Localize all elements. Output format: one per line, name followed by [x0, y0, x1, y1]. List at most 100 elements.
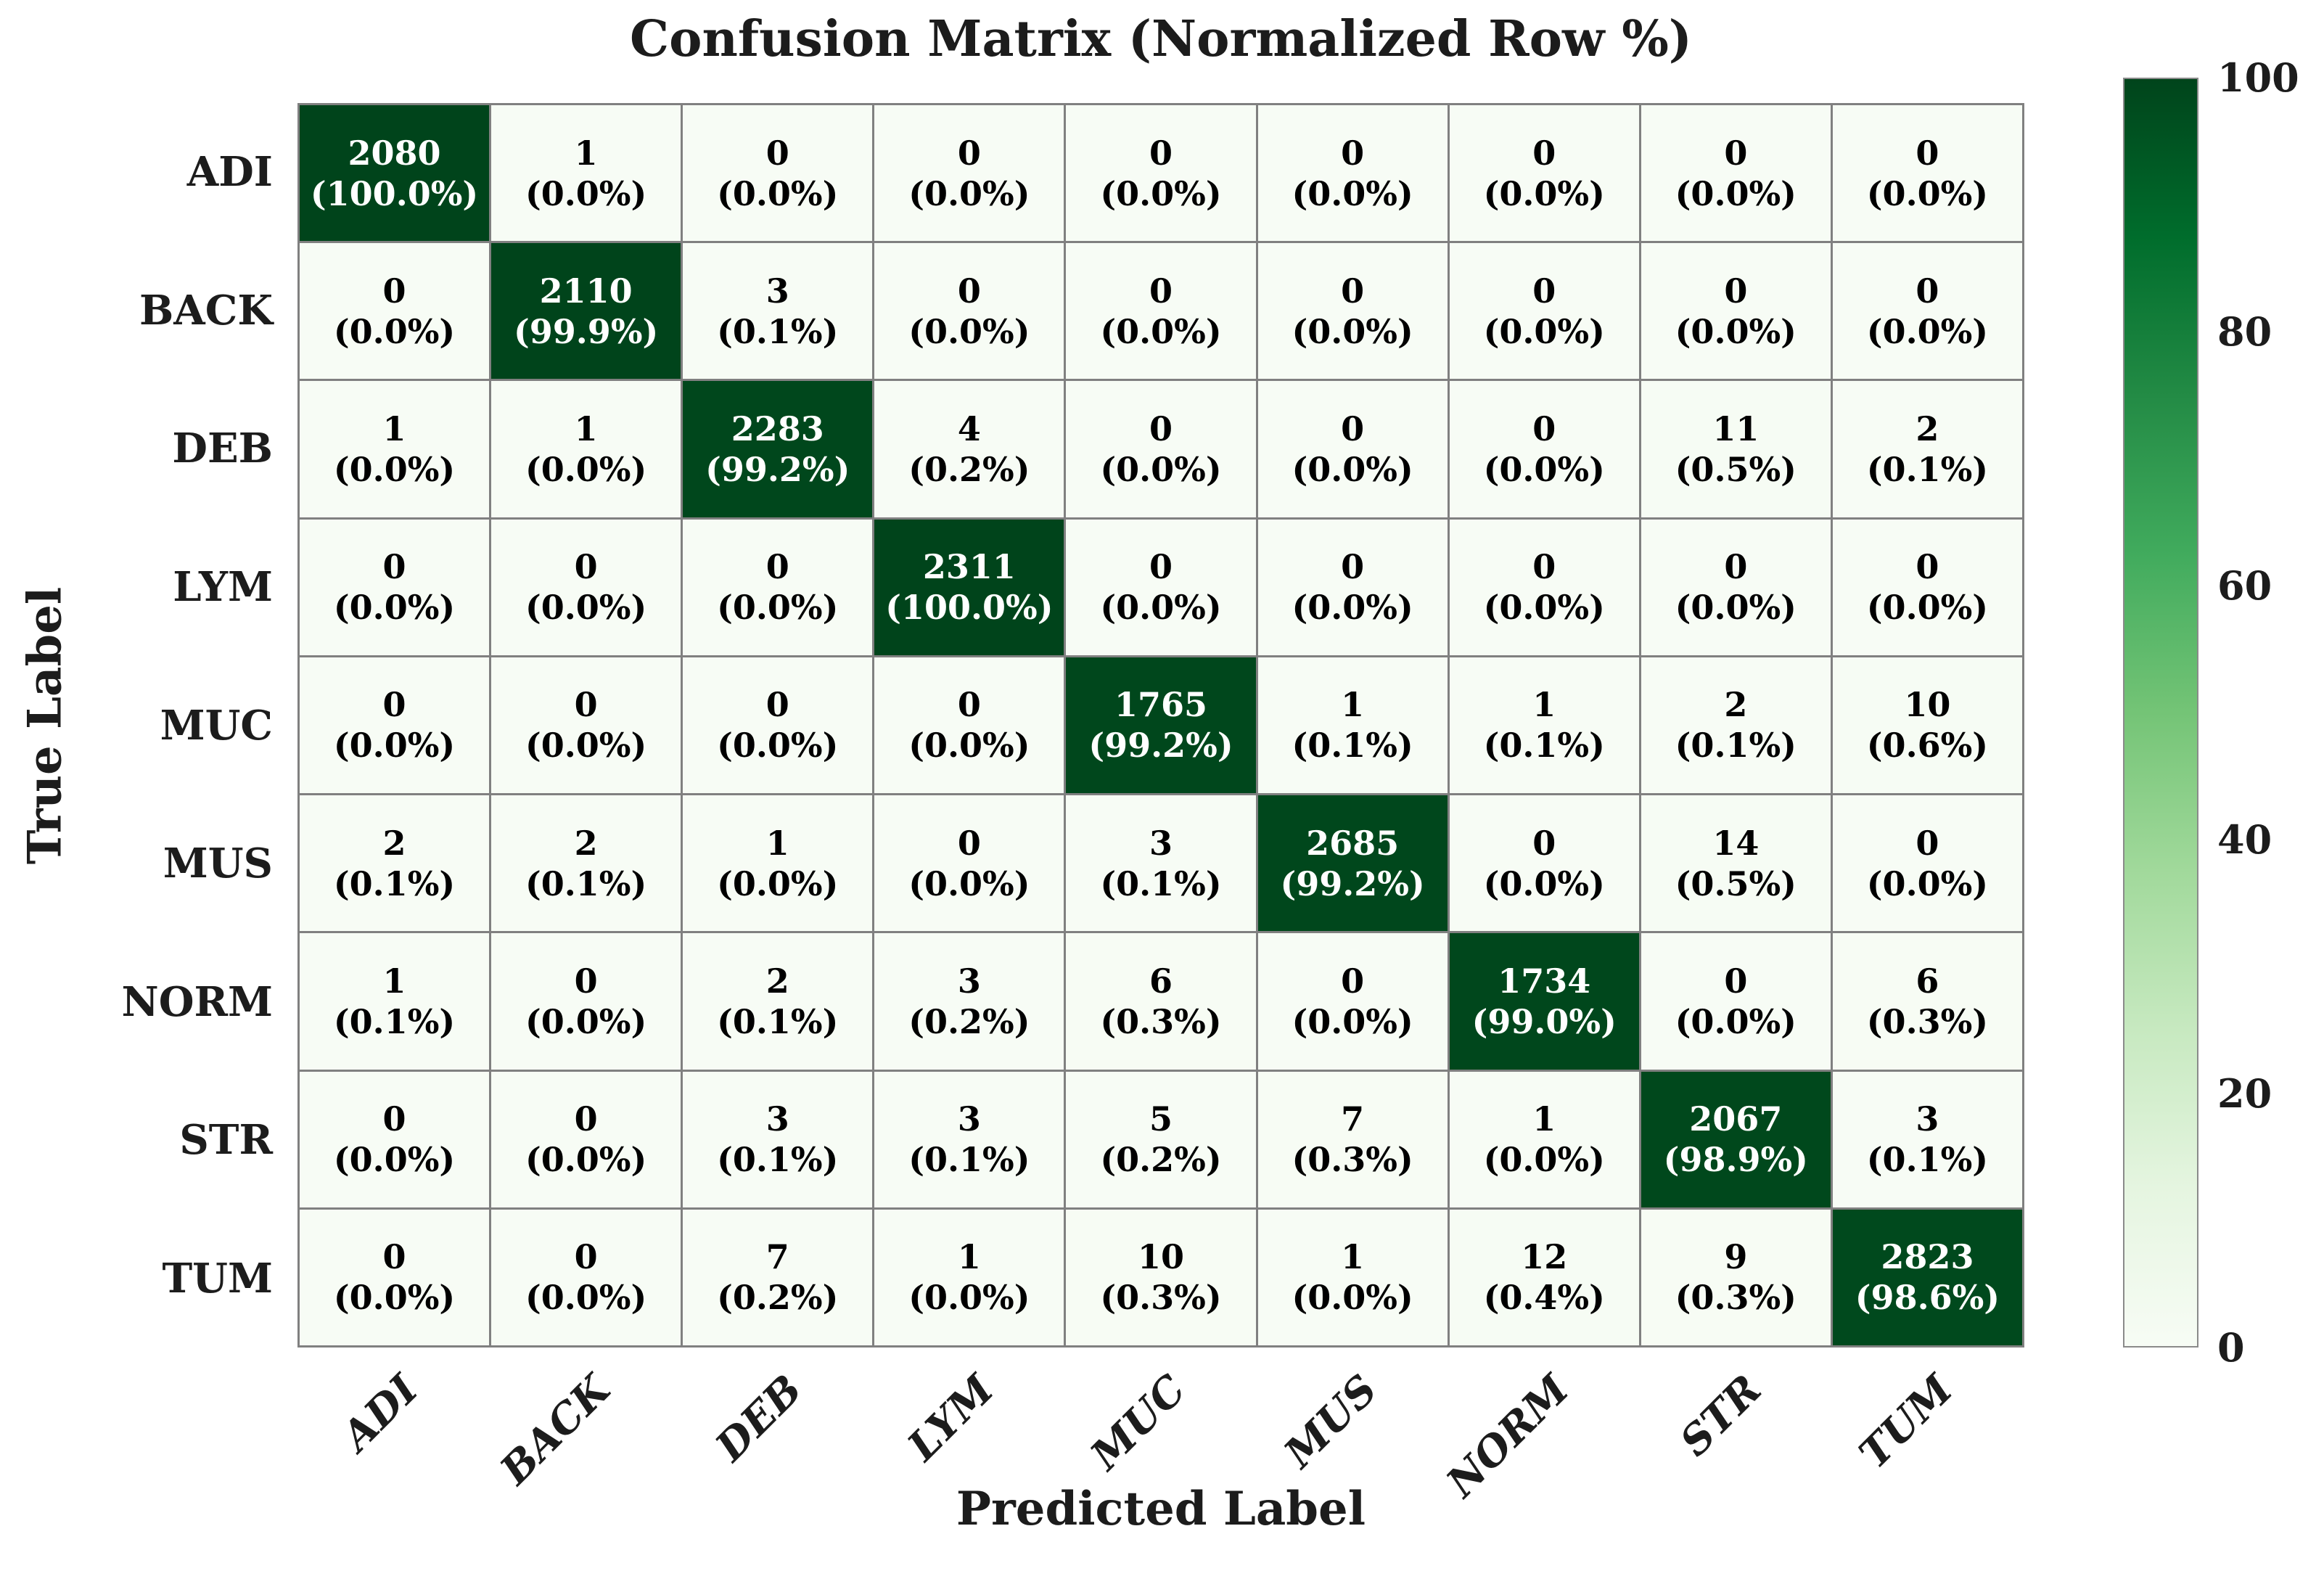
cell-percent: (0.0%)	[908, 311, 1030, 351]
cell-count: 5	[1149, 1099, 1173, 1139]
heatmap-cell: 3 (0.1%)	[683, 243, 873, 380]
cell-count: 0	[1532, 409, 1556, 448]
heatmap-cell: 0 (0.0%)	[1257, 381, 1448, 517]
x-axis-title: Predicted Label	[956, 1482, 1366, 1536]
cell-percent: (0.2%)	[908, 1001, 1030, 1041]
cell-count: 1734	[1498, 961, 1591, 1001]
heatmap-cell: 7 (0.3%)	[1257, 1071, 1448, 1207]
cell-count: 1	[1341, 1237, 1365, 1277]
cell-percent: (0.0%)	[1483, 450, 1605, 490]
col-label: LYM	[898, 1366, 1003, 1471]
cell-percent: (0.0%)	[1483, 864, 1605, 903]
cell-count: 3	[1916, 1099, 1939, 1139]
row-label: MUS	[163, 840, 273, 888]
cell-count: 0	[574, 685, 598, 725]
cell-count: 0	[1149, 271, 1173, 311]
cell-percent: (0.0%)	[908, 173, 1030, 213]
cell-percent: (0.0%)	[333, 1140, 456, 1180]
heatmap-cell: 3 (0.1%)	[1832, 1071, 2022, 1207]
row-label: MUC	[160, 701, 273, 750]
cell-count: 1	[382, 409, 406, 448]
cell-percent: (0.0%)	[1483, 173, 1605, 213]
heatmap-cell: 2067 (98.9%)	[1641, 1071, 1831, 1207]
cell-count: 10	[1137, 1237, 1184, 1277]
cell-percent: (0.0%)	[525, 726, 647, 766]
heatmap-cell: 1 (0.0%)	[1449, 1071, 1639, 1207]
cell-count: 0	[1532, 823, 1556, 863]
heatmap-cell: 0 (0.0%)	[491, 1071, 681, 1207]
row-label: NORM	[121, 977, 274, 1026]
cell-percent: (0.0%)	[717, 588, 839, 628]
heatmap-cell: 0 (0.0%)	[1449, 381, 1639, 517]
heatmap-cell: 9 (0.3%)	[1641, 1209, 1831, 1345]
cell-count: 0	[765, 685, 789, 725]
heatmap-cell: 0 (0.0%)	[1449, 795, 1639, 932]
heatmap-cell: 2110 (99.9%)	[491, 243, 681, 380]
cell-percent: (0.0%)	[333, 588, 456, 628]
cell-count: 0	[382, 547, 406, 587]
heatmap-cell: 0 (0.0%)	[1066, 243, 1256, 380]
cell-percent: (0.0%)	[1675, 311, 1797, 351]
heatmap-cell: 1 (0.1%)	[1257, 657, 1448, 794]
heatmap-cell: 2080 (100.0%)	[300, 105, 490, 242]
cell-percent: (0.0%)	[1100, 173, 1222, 213]
cell-percent: (0.0%)	[717, 864, 839, 903]
cell-percent: (0.0%)	[908, 726, 1030, 766]
cell-percent: (0.0%)	[333, 450, 456, 490]
heatmap-cell: 0 (0.0%)	[683, 519, 873, 655]
heatmap-cell: 0 (0.0%)	[1449, 519, 1639, 655]
cell-count: 2	[1724, 685, 1748, 725]
cell-count: 0	[1916, 823, 1939, 863]
heatmap-cell: 1 (0.0%)	[1257, 1209, 1448, 1345]
col-label: DEB	[706, 1366, 811, 1471]
cell-count: 0	[1724, 271, 1748, 311]
cell-count: 0	[765, 547, 789, 587]
cell-percent: (0.0%)	[1100, 588, 1222, 628]
heatmap-cell: 2823 (98.6%)	[1832, 1209, 2022, 1345]
cell-percent: (0.6%)	[1866, 726, 1989, 766]
cell-percent: (0.0%)	[1483, 588, 1605, 628]
heatmap-cell: 0 (0.0%)	[300, 657, 490, 794]
heatmap-cell: 6 (0.3%)	[1066, 933, 1256, 1070]
cell-percent: (0.1%)	[1292, 726, 1413, 766]
heatmap-cell: 1 (0.1%)	[300, 933, 490, 1070]
cell-percent: (0.1%)	[333, 1001, 456, 1041]
cell-percent: (0.1%)	[1866, 1140, 1989, 1180]
cell-percent: (0.0%)	[908, 864, 1030, 903]
cell-percent: (0.0%)	[525, 450, 647, 490]
cell-count: 0	[382, 1099, 406, 1139]
cell-percent: (0.4%)	[1483, 1278, 1605, 1318]
cell-count: 9	[1724, 1237, 1748, 1277]
cell-percent: (0.0%)	[1483, 1140, 1605, 1180]
heatmap-cell: 12 (0.4%)	[1449, 1209, 1639, 1345]
heatmap-cell: 2 (0.1%)	[1832, 381, 2022, 517]
cell-percent: (0.3%)	[1292, 1140, 1413, 1180]
heatmap-cell: 2311 (100.0%)	[874, 519, 1064, 655]
heatmap-cell: 3 (0.1%)	[683, 1071, 873, 1207]
cell-count: 2	[574, 823, 598, 863]
heatmap-cell: 0 (0.0%)	[300, 243, 490, 380]
heatmap-cell: 0 (0.0%)	[1832, 105, 2022, 242]
chart-title: Confusion Matrix (Normalized Row %)	[630, 10, 1692, 68]
heatmap-cell: 10 (0.6%)	[1832, 657, 2022, 794]
cell-count: 6	[1916, 961, 1939, 1001]
heatmap-cell: 1 (0.0%)	[683, 795, 873, 932]
cell-percent: (0.0%)	[333, 311, 456, 351]
cell-count: 0	[957, 685, 981, 725]
cell-percent: (0.2%)	[717, 1278, 839, 1318]
cell-percent: (0.5%)	[1675, 864, 1797, 903]
cell-count: 0	[1149, 547, 1173, 587]
heatmap-cell: 3 (0.1%)	[1066, 795, 1256, 932]
heatmap-cell: 1 (0.0%)	[491, 105, 681, 242]
col-label: STR	[1670, 1366, 1771, 1466]
heatmap-cell: 1 (0.0%)	[300, 381, 490, 517]
cell-count: 1	[382, 961, 406, 1001]
row-label: LYM	[173, 562, 273, 611]
heatmap-cell: 4 (0.2%)	[874, 381, 1064, 517]
colorbar-tick-label: 20	[2217, 1070, 2272, 1117]
cell-count: 0	[765, 133, 789, 173]
heatmap-cell: 1 (0.0%)	[874, 1209, 1064, 1345]
cell-count: 2823	[1881, 1237, 1974, 1277]
cell-count: 1	[957, 1237, 981, 1277]
col-label: ADI	[332, 1366, 427, 1461]
